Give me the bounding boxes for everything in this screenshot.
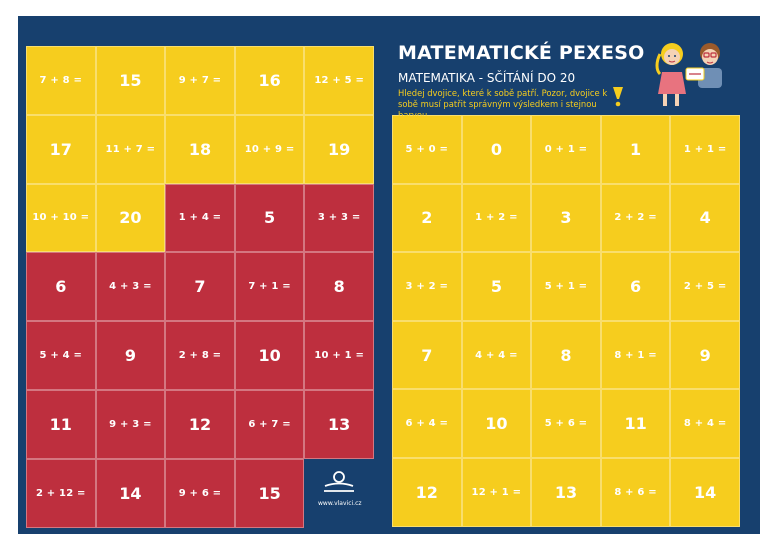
left-card-r4-c3: 7 bbox=[165, 252, 235, 322]
left-card-r5-c1: 5 + 4 = bbox=[26, 321, 96, 390]
left-card-r5-c5: 10 + 1 = bbox=[304, 321, 374, 390]
right-card-r4-c4: 8 + 1 = bbox=[600, 320, 671, 390]
left-card-r1-c2: 15 bbox=[95, 46, 166, 115]
right-card-r2-c4: 2 + 2 = bbox=[600, 183, 671, 253]
left-card-r4-c5: 8 bbox=[304, 252, 374, 322]
left-card-r4-c2: 4 + 3 = bbox=[95, 252, 166, 322]
logo-url[interactable]: www.vlavici.cz bbox=[318, 500, 362, 507]
left-card-r7-c1: 2 + 12 = bbox=[26, 458, 96, 528]
left-card-r5-c4: 10 bbox=[234, 321, 305, 390]
right-card-r1-c2: 0 bbox=[461, 115, 532, 184]
right-card-r4-c1: 7 bbox=[392, 320, 462, 390]
right-card-r2-c3: 3 bbox=[531, 183, 601, 253]
left-card-r5-c3: 2 + 8 = bbox=[165, 321, 235, 390]
left-card-r6-c5: 13 bbox=[304, 390, 374, 459]
right-card-r4-c5: 9 bbox=[670, 320, 740, 390]
left-card-r3-c4: 5 bbox=[234, 183, 305, 253]
right-card-r2-c2: 1 + 2 = bbox=[461, 183, 532, 253]
right-card-r6-c4: 8 + 6 = bbox=[600, 458, 671, 527]
right-card-r4-c2: 4 + 4 = bbox=[461, 320, 532, 390]
right-card-r1-c1: 5 + 0 = bbox=[392, 115, 462, 184]
right-card-r6-c2: 12 + 1 = bbox=[461, 458, 532, 527]
left-card-r2-c1: 17 bbox=[26, 114, 96, 184]
right-card-r1-c4: 1 bbox=[600, 115, 671, 184]
left-card-r3-c5: 3 + 3 = bbox=[304, 183, 374, 253]
page-title: MATEMATICKÉ PEXESO bbox=[398, 42, 645, 64]
page-subtitle: MATEMATIKA - SČÍTÁNÍ DO 20 bbox=[398, 71, 576, 85]
right-card-r3-c3: 5 + 1 = bbox=[531, 252, 601, 321]
right-card-r6-c1: 12 bbox=[392, 458, 462, 527]
left-card-r2-c5: 19 bbox=[304, 114, 374, 184]
left-card-r5-c2: 9 bbox=[95, 321, 166, 390]
right-card-r6-c5: 14 bbox=[670, 458, 740, 527]
left-card-r7-c4: 15 bbox=[234, 458, 305, 528]
right-card-r1-c5: 1 + 1 = bbox=[670, 115, 740, 184]
right-card-r5-c1: 6 + 4 = bbox=[392, 389, 462, 458]
right-card-r6-c3: 13 bbox=[531, 458, 601, 527]
left-card-r7-c3: 9 + 6 = bbox=[165, 458, 235, 528]
left-card-r6-c2: 9 + 3 = bbox=[95, 390, 166, 459]
right-card-r5-c2: 10 bbox=[461, 389, 532, 458]
left-card-r3-c3: 1 + 4 = bbox=[165, 183, 235, 253]
children-illustration bbox=[655, 43, 722, 106]
left-card-r3-c2: 20 bbox=[95, 183, 166, 253]
left-card-r4-c1: 6 bbox=[26, 252, 96, 322]
right-card-r3-c1: 3 + 2 = bbox=[392, 252, 462, 321]
right-card-r3-c2: 5 bbox=[461, 252, 532, 321]
left-card-r6-c1: 11 bbox=[26, 390, 96, 459]
right-card-r5-c3: 5 + 6 = bbox=[531, 389, 601, 458]
left-card-r6-c4: 6 + 7 = bbox=[234, 390, 305, 459]
reader-at-desk-icon bbox=[324, 471, 354, 492]
left-card-r7-c2: 14 bbox=[95, 458, 166, 528]
left-card-r2-c2: 11 + 7 = bbox=[95, 114, 166, 184]
left-card-r3-c1: 10 + 10 = bbox=[26, 183, 96, 253]
left-card-r2-c3: 18 bbox=[165, 114, 235, 184]
left-card-r2-c4: 10 + 9 = bbox=[234, 114, 305, 184]
right-card-r5-c5: 8 + 4 = bbox=[670, 389, 740, 458]
left-card-r4-c4: 7 + 1 = bbox=[234, 252, 305, 322]
left-card-r1-c5: 12 + 5 = bbox=[304, 46, 374, 115]
exclamation-icon bbox=[613, 87, 623, 107]
vlavici-logo[interactable]: www.vlavici.cz bbox=[318, 470, 362, 507]
right-card-r1-c3: 0 + 1 = bbox=[531, 115, 601, 184]
left-card-r6-c3: 12 bbox=[165, 390, 235, 459]
right-card-r2-c5: 4 bbox=[670, 183, 740, 253]
left-card-r1-c1: 7 + 8 = bbox=[26, 46, 96, 115]
right-card-r2-c1: 2 bbox=[392, 183, 462, 253]
right-card-r3-c4: 6 bbox=[600, 252, 671, 321]
left-card-r1-c3: 9 + 7 = bbox=[165, 46, 235, 115]
right-card-r5-c4: 11 bbox=[600, 389, 671, 458]
instructions-text: Hledej dvojice, které k sobě patří. Pozo… bbox=[398, 88, 608, 120]
left-card-r1-c4: 16 bbox=[234, 46, 305, 115]
right-card-r4-c3: 8 bbox=[531, 320, 601, 390]
right-card-r3-c5: 2 + 5 = bbox=[670, 252, 740, 321]
